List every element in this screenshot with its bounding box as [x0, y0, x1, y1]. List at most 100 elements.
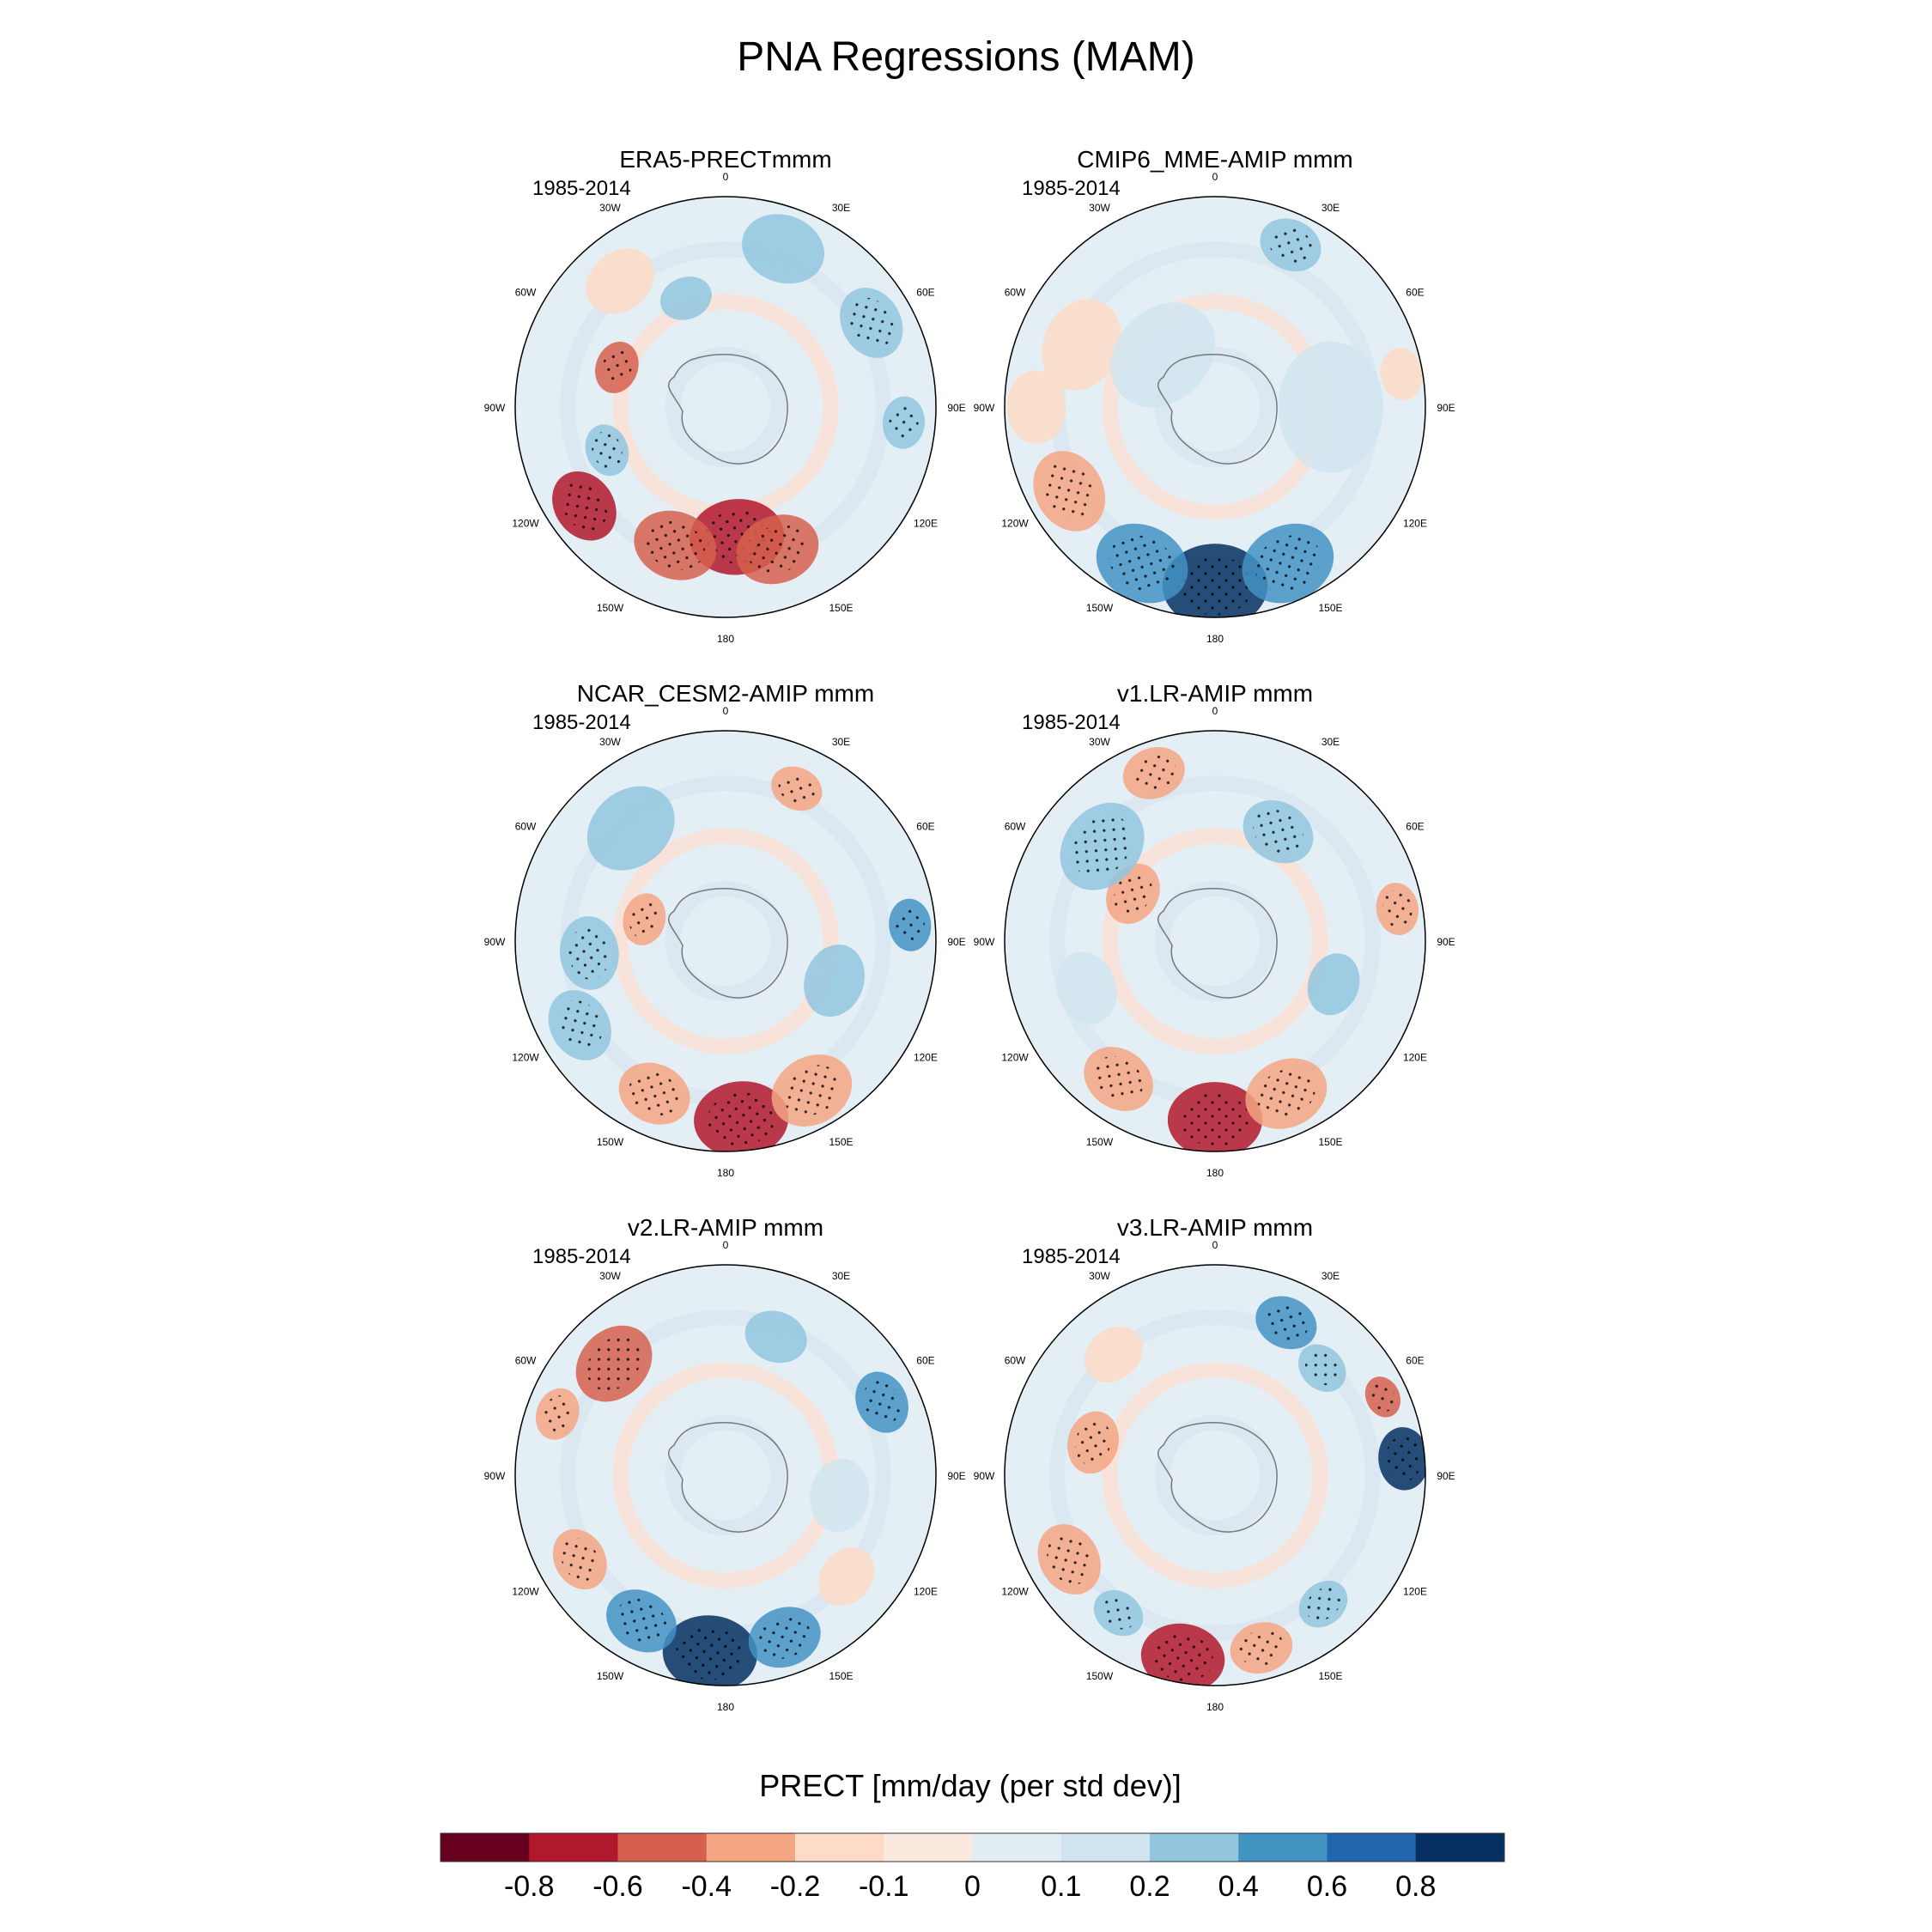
significance-stipple: [629, 1072, 680, 1116]
colorbar-tick-label: -0.8: [504, 1870, 555, 1903]
anomaly-blob: [810, 1458, 870, 1533]
significance-stipple: [863, 1380, 901, 1425]
significance-stipple: [1382, 890, 1413, 928]
texture-ring: [1049, 1309, 1381, 1641]
longitude-label: 90W: [974, 936, 995, 948]
significance-stipple: [889, 404, 919, 442]
colorbar-tick-label: 0: [964, 1870, 981, 1903]
colorbar-box: [706, 1833, 796, 1862]
colorbar-box: [972, 1833, 1062, 1862]
significance-stipple: [1152, 1633, 1213, 1682]
anomaly-blob: [586, 248, 654, 314]
longitude-label: 90E: [947, 1470, 965, 1482]
significance-stipple: [561, 1537, 599, 1582]
panel-period: 1985-2014: [532, 177, 631, 200]
longitude-label: 30E: [1321, 736, 1340, 748]
longitude-label: 60E: [1406, 1355, 1424, 1367]
longitude-label: 180: [1206, 1701, 1224, 1713]
colorbar-box: [1238, 1833, 1327, 1862]
antarctica-coastline: [668, 1421, 788, 1533]
longitude-label: 90W: [484, 936, 506, 948]
panels: 0 30E 60E 90E 120E 150E 180 150W 120W 90W 60W 30W ER…: [484, 146, 1455, 1713]
significance-stipple: [1238, 1630, 1285, 1667]
colorbar-box: [1327, 1833, 1417, 1862]
anomaly-blob: [1006, 370, 1066, 444]
longitude-label: 90W: [974, 1470, 995, 1482]
longitude-label: 60E: [1406, 287, 1424, 299]
longitude-label: 150E: [1318, 602, 1342, 614]
longitude-label: 90W: [974, 402, 995, 414]
colorbar-tick-label: 0.6: [1307, 1870, 1347, 1903]
significance-stipple: [645, 520, 705, 570]
significance-stipple: [561, 481, 607, 532]
map-border: [514, 196, 937, 618]
significance-stipple: [568, 927, 611, 980]
longitude-label: 60E: [916, 821, 934, 833]
longitude-label: 180: [1206, 1167, 1224, 1179]
panel-title: v1.LR-AMIP mmm: [1117, 680, 1313, 707]
longitude-label: 0: [723, 1239, 729, 1251]
significance-stipple: [616, 1598, 667, 1643]
longitude-label: 120W: [512, 1052, 539, 1064]
longitude-label: 150E: [1318, 1136, 1342, 1148]
antarctica-coastline: [1157, 353, 1278, 465]
significance-stipple: [1176, 556, 1254, 616]
longitude-label: 150E: [829, 1136, 853, 1148]
significance-stipple: [542, 1395, 574, 1433]
longitude-label: 150W: [1086, 602, 1114, 614]
colorbar-tick-label: -0.4: [681, 1870, 732, 1903]
colorbar-tick-label: 0.8: [1395, 1870, 1436, 1903]
texture-ring: [612, 828, 839, 1054]
colorbar-tick-label: 0.1: [1041, 1870, 1081, 1903]
longitude-label: 120E: [1403, 1586, 1427, 1598]
anomaly-blob: [1307, 953, 1360, 1016]
colorbar: PRECT [mm/day (per std dev)] -0.8 -0.6 -0.…: [440, 1768, 1505, 1903]
longitude-label: 90E: [1437, 936, 1455, 948]
longitude-label: 120W: [1001, 1586, 1029, 1598]
significance-stipple: [1370, 1382, 1395, 1412]
longitude-label: 30E: [832, 736, 850, 748]
colorbar-tick-label: -0.2: [770, 1870, 821, 1903]
longitude-label: 60W: [515, 1355, 537, 1367]
longitude-label: 150W: [597, 1670, 624, 1682]
longitude-label: 120E: [1403, 1052, 1427, 1064]
antarctica-coastline: [1157, 1421, 1278, 1533]
significance-stipple: [586, 1336, 641, 1391]
anomaly-blob: [1110, 302, 1216, 408]
colorbar-tick-label: 0.2: [1129, 1870, 1170, 1903]
longitude-label: 60W: [515, 821, 537, 833]
map-panel-6: 0 30E 60E 90E 120E 150E 180 150W 120W 90W 60W 30W v3…: [974, 1214, 1455, 1713]
longitude-label: 120W: [512, 518, 539, 530]
significance-stipple: [778, 773, 816, 805]
longitude-label: 30E: [1321, 1270, 1340, 1282]
anomaly-blob: [804, 945, 866, 1018]
longitude-label: 90E: [1437, 1470, 1455, 1482]
longitude-label: 150W: [597, 602, 624, 614]
colorbar-boxes: [440, 1832, 1505, 1862]
colorbar-tick-label: -0.1: [859, 1870, 909, 1903]
colorbar-box: [884, 1833, 973, 1862]
anomaly-blob: [1055, 951, 1117, 1024]
panel-title: v2.LR-AMIP mmm: [628, 1214, 823, 1241]
colorbar-box: [529, 1833, 618, 1862]
significance-stipple: [1074, 1419, 1112, 1466]
map-panel-1: 0 30E 60E 90E 120E 150E 180 150W 120W 90W 60W 30W ER…: [484, 146, 966, 645]
longitude-label: 30W: [1089, 736, 1110, 748]
longitude-label: 120E: [914, 1052, 938, 1064]
colorbar-tick-label: 0.4: [1218, 1870, 1259, 1903]
colorbar-label: PRECT [mm/day (per std dev)]: [759, 1768, 1181, 1803]
longitude-label: 30E: [832, 1270, 850, 1282]
significance-stipple: [676, 1626, 744, 1680]
anomaly-blob: [742, 214, 824, 284]
significance-stipple: [601, 349, 633, 386]
antarctica-coastline: [668, 353, 788, 465]
longitude-label: 60W: [1005, 1355, 1026, 1367]
antarctica-coastline: [668, 887, 788, 999]
longitude-label: 180: [1206, 633, 1224, 645]
panel-period: 1985-2014: [1022, 1245, 1121, 1268]
significance-stipple: [1114, 872, 1152, 915]
anomaly-blob: [1380, 348, 1423, 401]
anomaly-blob: [1084, 1326, 1143, 1382]
significance-stipple: [747, 525, 807, 574]
